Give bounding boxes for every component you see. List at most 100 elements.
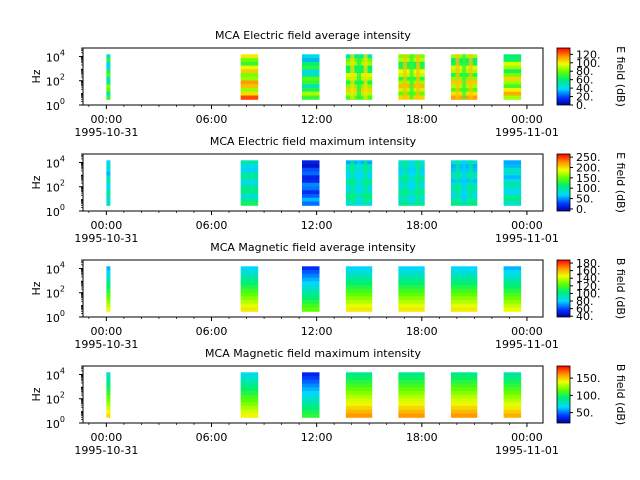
colorbar-tick-label: 80. [576,295,594,308]
spectrogram-cell [503,285,522,290]
spectrogram-cell [302,197,320,202]
spectrogram-cell [302,167,320,173]
spectrogram-cell [503,379,522,385]
spectrogram-cell [106,372,111,377]
spectrogram-cell [106,406,111,411]
spectrogram-cell [240,182,259,188]
colorbar-tick-label: 50. [576,407,594,420]
spectrogram-cell [503,281,522,286]
spectrogram-cell [451,398,478,403]
spectrogram-cell [106,182,111,188]
spectrogram-cell [106,266,111,271]
spectrogram-cell [302,270,320,275]
x-date-label: 1995-10-31 [74,126,138,139]
spectrogram-cell [106,88,111,93]
spectrogram-cell [345,296,373,301]
spectrogram-block [398,160,425,206]
x-tick-label: 12:00 [301,113,333,126]
spectrogram-cell [345,379,373,385]
spectrogram-cell [240,296,259,301]
spectrogram-cell [240,394,259,400]
spectrogram-cell [106,383,111,388]
spectrogram-cell [240,88,259,93]
spectrogram-cell [302,65,320,70]
colorbar-tick-label: 100. [576,287,601,300]
x-date-label: 1995-10-31 [74,232,138,245]
y-axis-label: Hz [30,387,43,401]
spectrogram-cell [503,394,522,400]
spectrogram-cell [106,160,111,165]
panel-4: MCA Magnetic field maximum intensity 100 1… [30,347,627,457]
spectrogram-cell [503,171,522,176]
spectrogram-cell [503,270,522,275]
x-tick-label: 06:00 [196,325,228,338]
spectrogram-cell [106,376,111,381]
spectrogram-cell [106,292,111,297]
spectrogram-cell [451,409,478,414]
spectrogram-cell [106,84,111,89]
spectrogram-cell [302,372,320,377]
spectrogram-stripe [350,160,355,206]
colorbar-label: B field (dB) [614,364,627,425]
colorbar [556,47,571,106]
spectrogram-cell [106,394,111,400]
spectrogram-cell [503,73,522,78]
spectrogram-cell [302,190,320,195]
spectrogram-block [398,54,425,100]
spectrogram-cell [240,273,259,279]
spectrogram-cell [503,61,522,67]
spectrogram-stripe [468,54,473,100]
spectrogram-block [302,54,320,100]
spectrogram-block [503,266,522,312]
colorbar-tick-label: 100. [576,57,601,70]
spectrogram-cell [106,190,111,195]
colorbar-tick-label: 200. [576,161,601,174]
spectrogram-cell [302,76,320,82]
spectrogram-cell [106,54,111,59]
spectrogram-cell [503,296,522,301]
spectrogram-cell [302,95,320,100]
spectrogram-stripe [462,54,467,100]
spectrogram-stripe [409,160,414,206]
x-tick-label: 00:00 [511,431,543,444]
spectrogram-cell [106,273,111,279]
spectrogram-block [503,372,522,418]
x-tick-label: 18:00 [406,113,438,126]
spectrogram-cell [106,413,111,418]
spectrogram-cell [503,288,522,294]
y-tick-label: 104 [46,260,65,276]
spectrogram-cell [398,273,425,279]
spectrogram-cell [503,186,522,191]
spectrogram-block [503,160,522,206]
spectrogram-cell [503,406,522,411]
spectrogram-cell [503,76,522,82]
spectrogram-cell [345,281,373,286]
spectrogram-cell [503,175,522,180]
spectrogram-cell [503,194,522,199]
spectrogram-cell [451,285,478,290]
y-tick-label: 100 [46,415,65,431]
spectrogram-cell [106,285,111,290]
spectrogram-cell [106,387,111,392]
colorbar-tick-label: 40. [576,310,594,323]
spectrogram-stripe [357,54,361,100]
x-tick-label: 06:00 [196,113,228,126]
spectrogram-cell [106,171,111,176]
y-tick-label: 102 [46,179,65,195]
spectrogram-block [451,54,478,100]
spectrogram-cell [302,182,320,188]
spectrogram-cell [106,379,111,385]
spectrogram-cell [398,394,425,400]
spectrogram-cell [503,292,522,297]
spectrogram-cell [451,413,478,418]
spectrogram-cell [345,266,373,271]
colorbar-tick-label: 40. [576,82,594,95]
spectrogram-cell [503,376,522,381]
spectrogram-cell [451,281,478,286]
spectrogram-cell [503,409,522,414]
spectrogram-cell [398,277,425,282]
spectrogram-cell [503,88,522,93]
spectrogram-cell [451,277,478,282]
spectrogram-cell [451,387,478,392]
